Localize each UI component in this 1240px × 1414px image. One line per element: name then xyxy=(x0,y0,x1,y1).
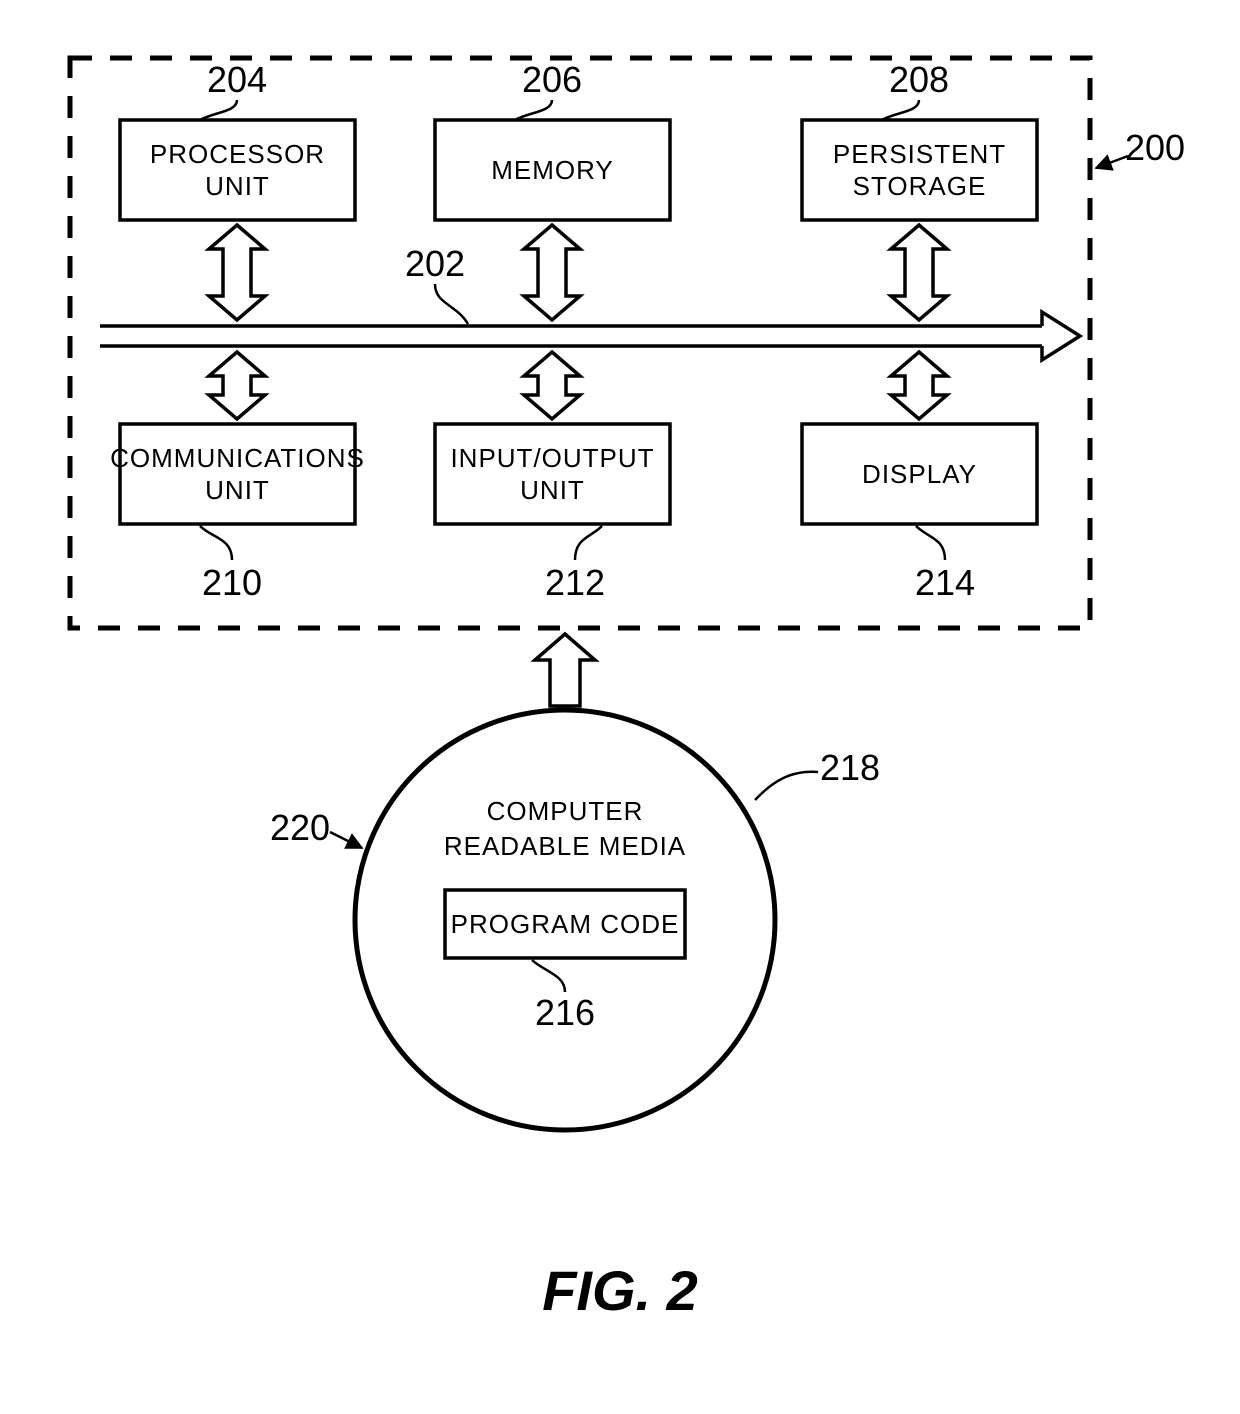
figure-label: FIG. 2 xyxy=(542,1259,698,1322)
ref-r200: 200 xyxy=(1125,127,1185,168)
bus-arrow-bottom-0 xyxy=(209,352,265,419)
box-comms-label-1: UNIT xyxy=(205,475,270,505)
ref-r214: 214 xyxy=(915,562,975,603)
leader-r220 xyxy=(330,832,362,848)
ref-r208: 208 xyxy=(889,59,949,100)
ref-r212: 212 xyxy=(545,562,605,603)
ref-r202: 202 xyxy=(405,243,465,284)
media-label-0: COMPUTER xyxy=(487,796,644,826)
leader-r206 xyxy=(515,100,552,120)
bus-arrow-top-2 xyxy=(891,225,947,320)
program-code-label: PROGRAM CODE xyxy=(451,909,680,939)
box-processor xyxy=(120,120,355,220)
box-storage-label-1: STORAGE xyxy=(853,171,987,201)
bus-arrow-top-1 xyxy=(524,225,580,320)
leader-r210 xyxy=(200,526,232,560)
ref-r216: 216 xyxy=(535,992,595,1033)
leader-r208 xyxy=(882,100,919,120)
ref-r204: 204 xyxy=(207,59,267,100)
leader-r202 xyxy=(435,284,468,324)
box-processor-label-1: UNIT xyxy=(205,171,270,201)
bus-arrowhead xyxy=(1042,312,1080,360)
box-io xyxy=(435,424,670,524)
ref-r218: 218 xyxy=(820,747,880,788)
box-comms-label-0: COMMUNICATIONS xyxy=(110,443,365,473)
ref-r206: 206 xyxy=(522,59,582,100)
box-memory-label-0: MEMORY xyxy=(491,155,614,185)
box-io-label-1: UNIT xyxy=(520,475,585,505)
box-processor-label-0: PROCESSOR xyxy=(150,139,325,169)
leader-r200 xyxy=(1096,156,1128,168)
media-label-1: READABLE MEDIA xyxy=(444,831,686,861)
bus-arrow-top-0 xyxy=(209,225,265,320)
ref-r220: 220 xyxy=(270,807,330,848)
bus-arrow-bottom-1 xyxy=(524,352,580,419)
leader-r218 xyxy=(755,772,818,800)
media-to-system-arrow xyxy=(535,634,595,706)
leader-r204 xyxy=(200,100,237,120)
box-display-label-0: DISPLAY xyxy=(862,459,977,489)
bus-arrow-bottom-2 xyxy=(891,352,947,419)
box-storage xyxy=(802,120,1037,220)
box-comms xyxy=(120,424,355,524)
leader-r214 xyxy=(916,526,945,560)
ref-r210: 210 xyxy=(202,562,262,603)
box-io-label-0: INPUT/OUTPUT xyxy=(450,443,654,473)
leader-r212 xyxy=(575,526,602,560)
box-storage-label-0: PERSISTENT xyxy=(833,139,1006,169)
